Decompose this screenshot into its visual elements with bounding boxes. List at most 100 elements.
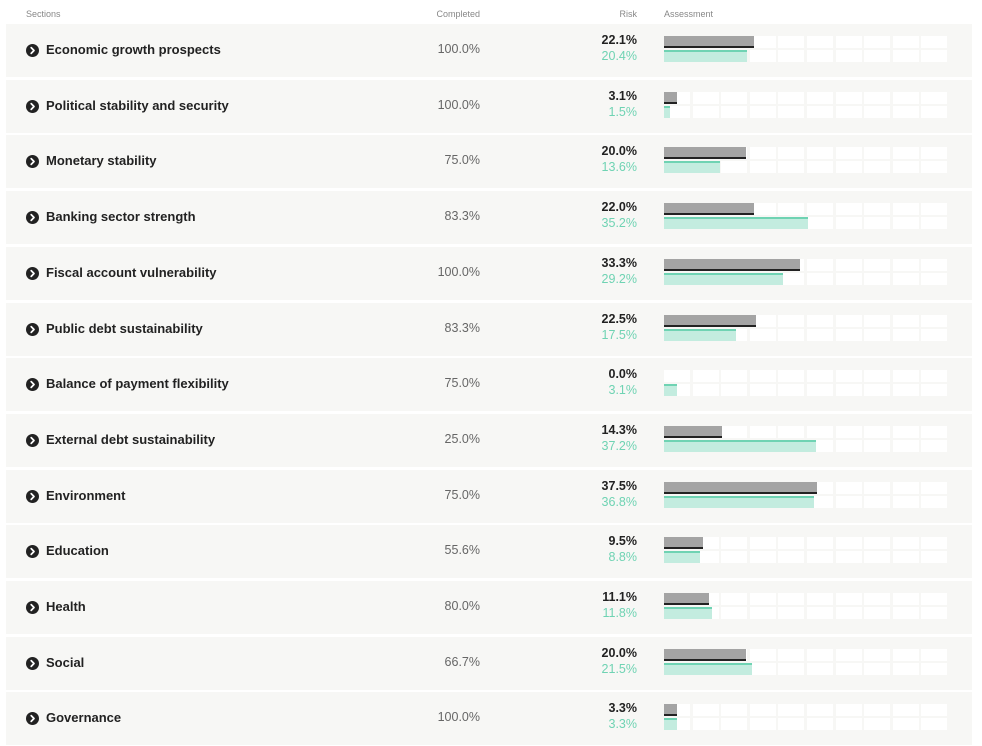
chevron-right-icon[interactable]: [26, 433, 39, 447]
assessment-grid-cell: [778, 370, 805, 383]
assessment-grid-cell: [892, 328, 919, 341]
assessment-grid-cell: [864, 662, 891, 675]
chevron-right-icon[interactable]: [26, 489, 39, 503]
assessment-grid-cell: [807, 704, 833, 717]
assessment-grid-cell: [864, 147, 891, 160]
assessment-grid-cell: [921, 258, 948, 271]
assessment-grid-cell: [807, 384, 833, 397]
assessment-grid-cell: [864, 439, 891, 452]
assessment-grid-cell: [721, 370, 748, 383]
assessment-grid-cell: [778, 425, 805, 438]
assessment-grid-cell: [835, 704, 862, 717]
assessment-grid-cell: [892, 105, 919, 118]
assessment-grid-cell: [892, 203, 919, 216]
risk-comparison-value: 36.8%: [601, 494, 637, 509]
risk-bar: [664, 203, 754, 216]
comparison-bar: [664, 551, 700, 564]
assessment-grid-cell: [835, 537, 862, 550]
assessment-grid-cell: [749, 551, 776, 564]
section-row[interactable]: Social 66.7% 20.0% 21.5%: [6, 636, 972, 690]
section-label: Social: [46, 654, 85, 670]
assessment-grid-cell: [892, 384, 919, 397]
comparison-bar: [664, 161, 720, 174]
assessment-grid-cell: [835, 718, 862, 731]
section-row[interactable]: Fiscal account vulnerability 100.0% 33.3% 2…: [6, 246, 972, 300]
assessment-grid-cell: [692, 384, 719, 397]
section-label: Education: [46, 543, 109, 559]
assessment-grid-cell: [721, 718, 748, 731]
assessment-grid-cell: [807, 607, 833, 619]
chevron-right-icon[interactable]: [26, 44, 39, 57]
assessment-grid-cell: [835, 593, 862, 605]
section-row[interactable]: Banking sector strength 83.3% 22.0% 35.2%: [6, 191, 972, 245]
chevron-right-icon[interactable]: [26, 266, 39, 280]
chevron-right-icon[interactable]: [26, 601, 39, 614]
risk-value: 0.0%: [608, 367, 638, 382]
risk-comparison-value: 21.5%: [601, 661, 637, 676]
completed-value: 75.0%: [444, 376, 480, 391]
comparison-bar: [664, 272, 784, 285]
comparison-bar: [664, 105, 671, 118]
section-row[interactable]: Public debt sustainability 83.3% 22.5% 17.5…: [6, 302, 972, 356]
assessment-grid-cell: [749, 161, 776, 174]
risk-bar: [664, 314, 756, 327]
assessment-grid-cell: [864, 495, 891, 508]
assessment-grid-cell: [892, 272, 919, 285]
assessment-grid-cell: [778, 203, 805, 216]
assessment-grid-cell: [864, 718, 891, 731]
assessment-grid-cell: [807, 662, 833, 675]
section-row[interactable]: Monetary stability 75.0% 20.0% 13.6%: [6, 135, 972, 189]
assessment-grid-cell: [778, 704, 805, 717]
comparison-bar: [664, 662, 752, 675]
chevron-right-icon[interactable]: [26, 545, 39, 559]
chevron-right-icon[interactable]: [26, 378, 39, 392]
assessment-grid-cell: [892, 314, 919, 327]
chevron-right-icon[interactable]: [26, 322, 39, 336]
section-row[interactable]: Education 55.6% 9.5% 8.8%: [6, 525, 972, 579]
section-label: Health: [46, 599, 86, 614]
assessment-grid-cell: [807, 203, 833, 216]
assessment-grid-cell: [864, 704, 891, 717]
assessment-grid-cell: [921, 704, 948, 717]
section-row[interactable]: Political stability and security 100.0% 3.…: [6, 79, 972, 133]
assessment-grid-cell: [864, 161, 891, 174]
assessment-grid-cell: [778, 314, 805, 327]
assessment-grid-cell: [749, 662, 776, 675]
risk-bar: [664, 147, 746, 160]
assessment-bars: [664, 648, 950, 675]
chevron-right-icon[interactable]: [26, 656, 39, 670]
assessment-grid-cell: [749, 704, 776, 717]
assessment-grid-cell: [864, 272, 891, 285]
section-label: Political stability and security: [46, 97, 229, 113]
section-row[interactable]: Economic growth prospects 100.0% 22.1% 20.4…: [6, 24, 972, 77]
assessment-grid-cell: [778, 328, 805, 341]
assessment-bars: [664, 203, 950, 230]
assessment-grid-cell: [921, 439, 948, 452]
risk-comparison-value: 3.3%: [608, 717, 638, 732]
assessment-grid-cell: [749, 147, 776, 160]
comparison-bar: [664, 439, 816, 452]
chevron-right-icon[interactable]: [26, 155, 39, 169]
section-row[interactable]: Environment 75.0% 37.5% 36.8%: [6, 469, 972, 523]
section-row[interactable]: Balance of payment flexibility 75.0% 0.0% 3…: [6, 358, 972, 412]
section-row[interactable]: Governance 100.0% 3.3% 3.3%: [6, 692, 972, 746]
assessment-grid-cell: [921, 147, 948, 160]
assessment-grid-cell: [749, 648, 776, 661]
assessment-grid-cell: [807, 50, 833, 62]
assessment-bars: [664, 425, 950, 452]
assessment-grid-cell: [692, 91, 719, 104]
section-row[interactable]: Health 80.0% 11.1% 11.8%: [6, 581, 972, 634]
assessment-grid-cell: [778, 607, 805, 619]
section-label: Balance of payment flexibility: [46, 376, 229, 392]
risk-bar: [664, 91, 677, 104]
assessment-grid-cell: [835, 217, 862, 230]
section-label: Governance: [46, 710, 122, 726]
assessment-grid-cell: [864, 537, 891, 550]
assessment-grid-cell: [864, 50, 891, 62]
risk-bar: [664, 648, 746, 661]
chevron-right-icon[interactable]: [26, 99, 39, 113]
assessment-grid-cell: [778, 551, 805, 564]
chevron-right-icon[interactable]: [26, 211, 39, 225]
section-row[interactable]: External debt sustainability 25.0% 14.3% 37…: [6, 413, 972, 467]
chevron-right-icon[interactable]: [26, 712, 39, 726]
